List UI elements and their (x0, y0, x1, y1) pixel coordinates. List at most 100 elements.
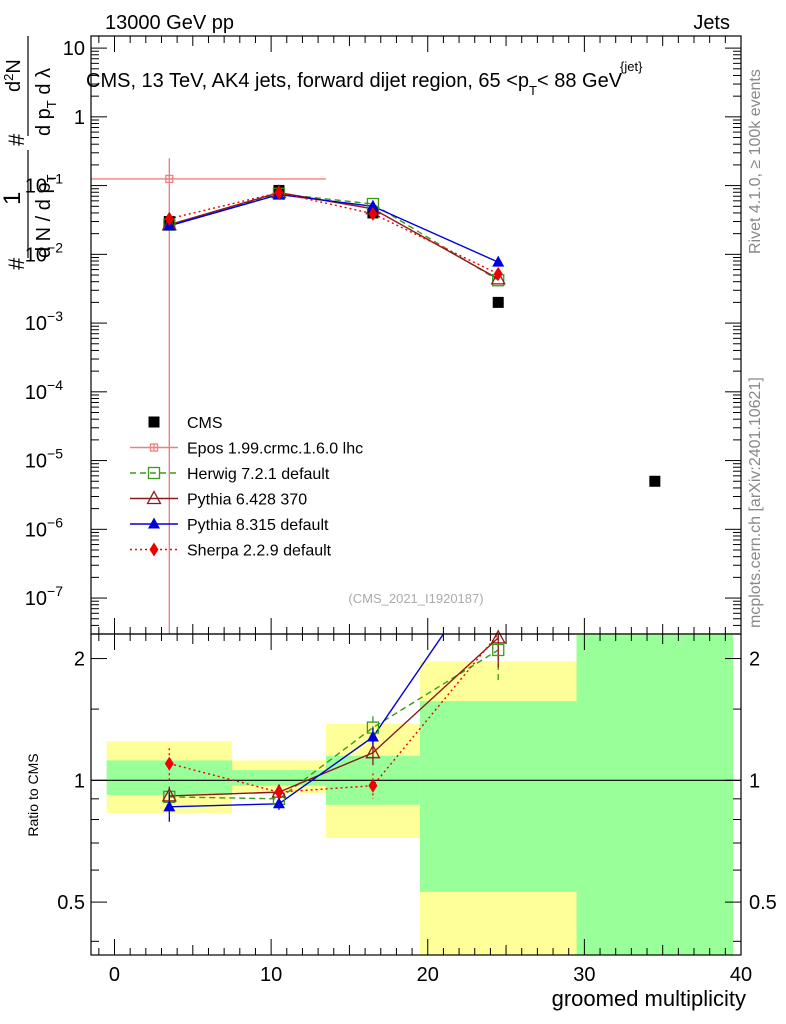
y-tick-label-7-base: 10 (25, 519, 47, 541)
ratio-band-inner-3 (419, 701, 577, 892)
y-tick-label-8: 10−7 (25, 583, 63, 610)
legend-marker-herwig (147, 466, 161, 480)
ratio-line-pythia6 (169, 637, 499, 797)
legend-entry-herwig: Herwig 7.2.1 default (130, 466, 330, 483)
y-tick-label-4-exp: −3 (47, 308, 63, 324)
ratio-line-herwig (169, 649, 499, 800)
ratio-marker-herwig-3 (492, 643, 505, 657)
ratio-line-pythia8 (169, 633, 444, 808)
ylabel-n: N (3, 59, 25, 73)
y-tick-label-4-base: 10 (25, 313, 47, 335)
main-y-axis-label: # 1 d N / d pT # d2N d pT d λ (0, 36, 59, 270)
legend-marker-epos-cross (150, 444, 158, 451)
y-tick-label-6: 10−5 (25, 446, 63, 473)
main-marker-cms-4 (649, 475, 661, 487)
legend-marker-pythia8 (148, 517, 160, 529)
legend-marker-sherpa (149, 542, 159, 557)
x-tick-label-0: 0 (109, 964, 120, 986)
main-marker-pythia8-2 (366, 199, 379, 211)
ratio-marker-pythia8-1 (272, 797, 285, 809)
legend-marker-epos (149, 443, 159, 452)
ylabel-hash-1: # (4, 257, 29, 270)
legend-marker-cms (148, 416, 160, 428)
ratio-marker-pythia8-2 (366, 730, 379, 742)
main-marker-sherpa-1 (274, 185, 284, 200)
ylabel-dp-sub: T (44, 100, 59, 108)
y-tick-label-right-0: 0.5 (749, 892, 777, 914)
main-marker-pythia6-3 (490, 270, 506, 285)
main-series-lines (91, 158, 499, 634)
main-marker-pythia8-3 (492, 255, 505, 267)
ratio-marker-sherpa-1 (274, 785, 284, 800)
main-marker-epos-0 (165, 174, 174, 184)
ylabel-dlambda: d λ (33, 68, 55, 100)
ratio-marker-sherpa-2 (368, 778, 378, 793)
y-tick-label-0: 10 (63, 38, 85, 60)
main-marker-sherpa-0 (164, 211, 174, 226)
ratio-marker-pythia8-0 (163, 800, 176, 812)
y-tick-label-3-base: 10 (25, 244, 47, 266)
main-marker-sherpa-3 (493, 266, 503, 281)
y-tick-label-6-base: 10 (25, 451, 47, 473)
chart-title-main: CMS, 13 TeV, AK4 jets, forward dijet reg… (86, 70, 529, 92)
ylabel-d-sup: 2 (1, 74, 16, 81)
y-tick-label-1: 1 (74, 770, 85, 792)
y-tick-label-3-exp: −2 (47, 239, 63, 255)
mcplots-label: mcplots.cern.ch [arXiv:2401.10621] (747, 377, 764, 628)
chart-title-sup: {jet} (620, 59, 643, 74)
ratio-line-sherpa (169, 633, 499, 793)
ylabel-dn-sub: T (44, 174, 59, 182)
legend-label-epos: Epos 1.99.crmc.1.6.0 lhc (187, 441, 363, 458)
analysis-watermark: (CMS_2021_I1920187) (348, 591, 483, 606)
y-tick-label-2: 10−1 (25, 171, 63, 198)
ratio-marker-sherpa-0 (164, 756, 174, 771)
header-right: Jets (693, 12, 730, 34)
legend-entry-cms: CMS (148, 415, 223, 432)
header-left: 13000 GeV pp (105, 12, 234, 34)
y-tick-label-5-base: 10 (25, 382, 47, 404)
chart-title-sub: T (529, 83, 537, 98)
legend: CMS Epos 1.99.crmc.1.6.0 lhc Herwig 7.2.1 … (130, 415, 363, 560)
legend-entry-pythia6: Pythia 6.428 370 (130, 490, 307, 509)
legend-label-cms: CMS (187, 415, 223, 432)
ylabel-dp: d p (33, 108, 55, 136)
y-tick-label-7: 10−6 (25, 514, 63, 541)
chart-title-end: < 88 GeV (537, 70, 623, 92)
main-line-pythia8 (169, 193, 499, 263)
y-tick-label-2-base: 10 (25, 176, 47, 198)
ratio-marker-pythia6-2 (365, 744, 381, 759)
ratio-frame (90, 633, 742, 956)
ylabel-d: d (3, 81, 25, 92)
ratio-marker-pythia6-3 (490, 629, 506, 644)
main-marker-sherpa-2 (368, 206, 378, 221)
main-line-herwig (169, 193, 499, 281)
legend-label-sherpa: Sherpa 2.2.9 default (187, 543, 332, 560)
y-tick-label-5-exp: −4 (47, 377, 63, 393)
ylabel-one: 1 (0, 192, 26, 205)
x-tick-label-4: 40 (730, 964, 752, 986)
ylabel-hash-2: # (4, 133, 29, 146)
x-tick-label-2: 20 (417, 964, 439, 986)
legend-label-pythia6: Pythia 6.428 370 (187, 492, 307, 509)
y-tick-label-7-exp: −6 (47, 514, 63, 530)
main-x-ticks (98, 36, 742, 634)
y-tick-label-2: 2 (74, 649, 85, 671)
ratio-x-ticks: 0 10 20 30 40 (98, 634, 752, 986)
legend-entry-sherpa: Sherpa 2.2.9 default (130, 542, 332, 560)
y-tick-label-right-1: 1 (749, 770, 760, 792)
main-line-sherpa (169, 191, 499, 275)
main-line-pythia6 (169, 191, 499, 280)
ratio-y-axis-label: Ratio to CMS (25, 753, 41, 836)
y-tick-label-6-exp: −5 (47, 446, 63, 462)
ratio-band-inner-4 (576, 634, 734, 955)
main-marker-cms-3 (492, 296, 504, 308)
ratio-panel: 0.5 0.5 1 1 2 2 0 10 20 30 40 (57, 629, 777, 986)
x-tick-label-1: 10 (260, 964, 282, 986)
legend-label-herwig: Herwig 7.2.1 default (187, 466, 330, 483)
rivet-version-label: Rivet 4.1.0, ≥ 100k events (747, 69, 764, 254)
chart-title: CMS, 13 TeV, AK4 jets, forward dijet reg… (86, 70, 623, 98)
ylabel-dn: d N / d p (33, 182, 55, 258)
ylabel-denominator: d N / d pT (33, 174, 59, 258)
